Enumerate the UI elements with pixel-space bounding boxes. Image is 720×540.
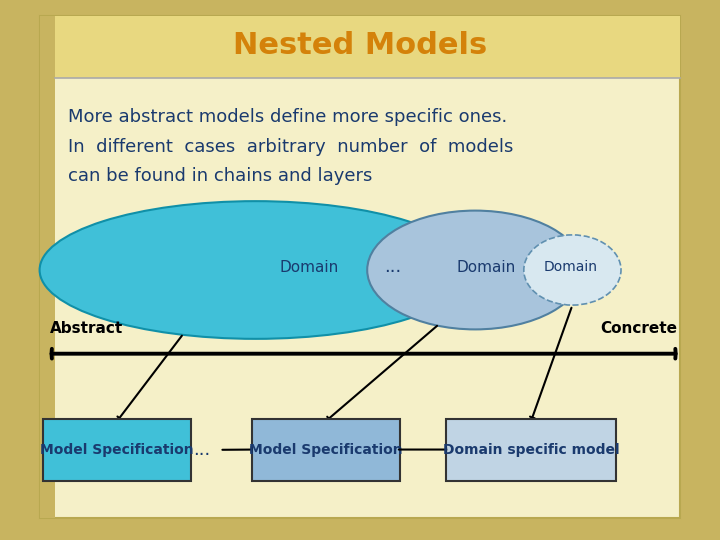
FancyBboxPatch shape [40,16,55,518]
FancyBboxPatch shape [252,418,400,481]
Text: Nested Models: Nested Models [233,31,487,60]
Text: Model Specification: Model Specification [40,443,194,456]
Text: In  different  cases  arbitrary  number  of  models: In different cases arbitrary number of m… [68,138,514,156]
Text: Domain: Domain [544,260,598,274]
FancyBboxPatch shape [446,418,616,481]
Text: Domain: Domain [456,260,516,275]
FancyBboxPatch shape [40,16,680,518]
Text: ...: ... [384,258,401,276]
Text: Abstract: Abstract [50,321,124,336]
Ellipse shape [367,211,583,329]
Ellipse shape [523,235,621,305]
FancyBboxPatch shape [55,16,680,78]
Text: can be found in chains and layers: can be found in chains and layers [68,167,373,185]
Ellipse shape [40,201,472,339]
Text: More abstract models define more specific ones.: More abstract models define more specifi… [68,108,508,126]
Text: Concrete: Concrete [600,321,677,336]
Text: Domain specific model: Domain specific model [443,443,619,456]
Text: Model Specification: Model Specification [249,443,402,456]
Text: Domain: Domain [280,260,339,275]
FancyBboxPatch shape [43,418,191,481]
Text: ...: ... [193,441,210,459]
